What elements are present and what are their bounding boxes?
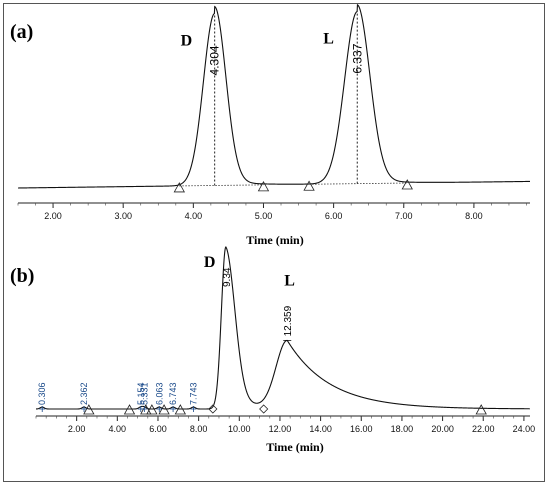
panel-b-peak-retention-label: 12.359 [283, 305, 294, 336]
panel-a-integration-marker [173, 182, 185, 193]
panel-b-tick-label: 24.00 [513, 424, 536, 434]
panel-b-minor-peak-label: 2.362 [79, 382, 89, 405]
panel-b-minor-peak-label: 6.063 [154, 382, 164, 405]
panel-b-plot: 2.00 4.00 6.00 8.00 10.00 12.00 14.00 16.00 18.0… [35, 246, 536, 434]
panel-a-integration-baseline [309, 182, 408, 185]
panel-b-minor-peak-label: 5.154 [136, 382, 146, 405]
panel-b-xlabel: Time (min) [266, 440, 323, 454]
panel-a-integration-marker [257, 181, 270, 192]
panel-b-tick-label: 20.00 [431, 424, 454, 434]
panel-a-plot: 2.00 3.00 4.00 5.00 6.00 7.00 8.00 4.304 D 6.337 L [17, 3, 531, 221]
panel-b-peak-retention-label: 9.34 [222, 267, 233, 287]
panel-b-integration-marker [174, 404, 187, 415]
panel-a-peak-retention-label: 4.304 [208, 45, 222, 75]
panel-a-tick-label: 7.00 [395, 211, 413, 221]
panel-b-tick-label: 2.00 [68, 424, 86, 434]
panel-b-minor-peak-label: 6.743 [168, 382, 178, 405]
panel-a-peak-letter: L [323, 31, 334, 48]
panel-a-tick-label: 4.00 [185, 211, 203, 221]
panel-b-tick-label: 12.00 [269, 424, 292, 434]
panel-b-integration-marker [158, 404, 170, 415]
panel-a-tick-label: 6.00 [325, 211, 343, 221]
panel-a-label: (a) [10, 21, 33, 43]
panel-b-integration-marker [146, 404, 158, 415]
panel-b-minor-peak-label: 7.743 [188, 382, 198, 405]
panel-b-tick-label: 14.00 [309, 424, 332, 434]
panel-b-tick-label: 10.00 [228, 424, 251, 434]
panel-b-tick-label: 4.00 [109, 424, 127, 434]
panel-a-integration-marker [401, 179, 413, 190]
panel-b-tick-label: 18.00 [391, 424, 414, 434]
panel-a-xlabel: Time (min) [246, 233, 303, 247]
panel-a-tick-label: 3.00 [114, 211, 132, 221]
figure-frame [3, 3, 545, 482]
panel-b-peak-letter: L [284, 272, 295, 289]
panel-b-trace [36, 246, 530, 410]
panel-b-integration-marker [259, 404, 269, 414]
panel-b-tick-label: 8.00 [190, 424, 208, 434]
panel-b-tick-label: 16.00 [350, 424, 373, 434]
panel-b-integration-marker [140, 404, 152, 415]
panel-b-tick-label: 22.00 [472, 424, 495, 434]
panel-a-peak-letter: D [181, 32, 193, 49]
panel-b-tick-label: 6.00 [149, 424, 167, 434]
panel-b-integration-marker [208, 404, 218, 414]
panel-b-integration-marker [475, 404, 487, 415]
panel-a-integration-marker [303, 180, 315, 191]
panel-b-integration-marker [83, 404, 95, 415]
panel-b-minor-peak-label: 5.331 [139, 382, 149, 405]
panel-a-tick-label: 2.00 [44, 211, 62, 221]
panel-a-integration-baseline [179, 184, 264, 187]
panel-a-peak-retention-label: 6.337 [350, 43, 364, 73]
panel-b-peak-letter: D [204, 254, 216, 271]
panel-b-label: (b) [10, 265, 34, 287]
panel-a-tick-label: 8.00 [465, 211, 483, 221]
panel-a-trace [18, 3, 531, 189]
panel-a-tick-label: 5.00 [255, 211, 273, 221]
panel-b-integration-marker [123, 404, 136, 415]
panel-b-minor-peak-label: 0.306 [37, 382, 47, 405]
